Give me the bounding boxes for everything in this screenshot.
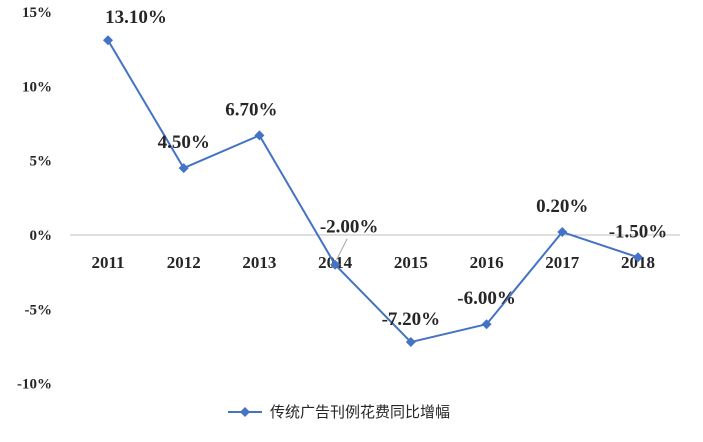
data-point-marker [633,252,643,263]
y-tick-label: -10% [17,377,52,393]
data-label: 13.10% [105,7,167,28]
y-tick-label: -5% [25,302,53,318]
y-tick-label: 0% [30,228,53,244]
x-tick-label: 2013 [242,253,276,272]
series-line [107,39,639,344]
x-tick-label: 2017 [545,253,580,272]
legend-marker [240,407,250,417]
x-axis-ticks: 20112012201320142015201620172018 [91,253,655,272]
data-label: -7.20% [382,309,441,330]
data-point-marker [330,259,341,270]
x-tick-label: 2018 [621,253,655,272]
y-axis-ticks: 15% 10% 5% 0% -5% -10% [17,5,52,393]
data-point-marker [405,337,416,348]
data-point-marker [178,163,189,174]
data-label: 4.50% [158,132,210,153]
data-label: 6.70% [225,99,277,120]
data-point-marker [254,130,265,141]
data-label: -1.50% [609,221,668,242]
data-point-marker [557,227,568,238]
x-tick-label: 2015 [394,253,428,272]
data-label: -2.00% [320,217,379,238]
data-label: -6.00% [457,288,516,309]
data-label: 0.20% [536,196,588,217]
y-tick-label: 15% [22,5,52,21]
legend: 传统广告刊例花费同比增幅 [228,403,450,421]
y-tick-label: 5% [30,154,53,170]
data-label-leader-line [336,238,348,259]
x-tick-label: 2016 [470,253,504,272]
x-tick-label: 2012 [167,253,201,272]
data-point-marker [103,35,113,46]
y-tick-label: 10% [22,79,52,95]
data-labels: 13.10% 4.50% 6.70% -2.00% -7.20% -6.00% 0.20%-… [105,7,667,330]
series-line-group [103,35,643,348]
x-tick-label: 2011 [91,253,124,272]
data-point-marker [481,319,492,330]
legend-label: 传统广告刊例花费同比增幅 [270,403,450,421]
